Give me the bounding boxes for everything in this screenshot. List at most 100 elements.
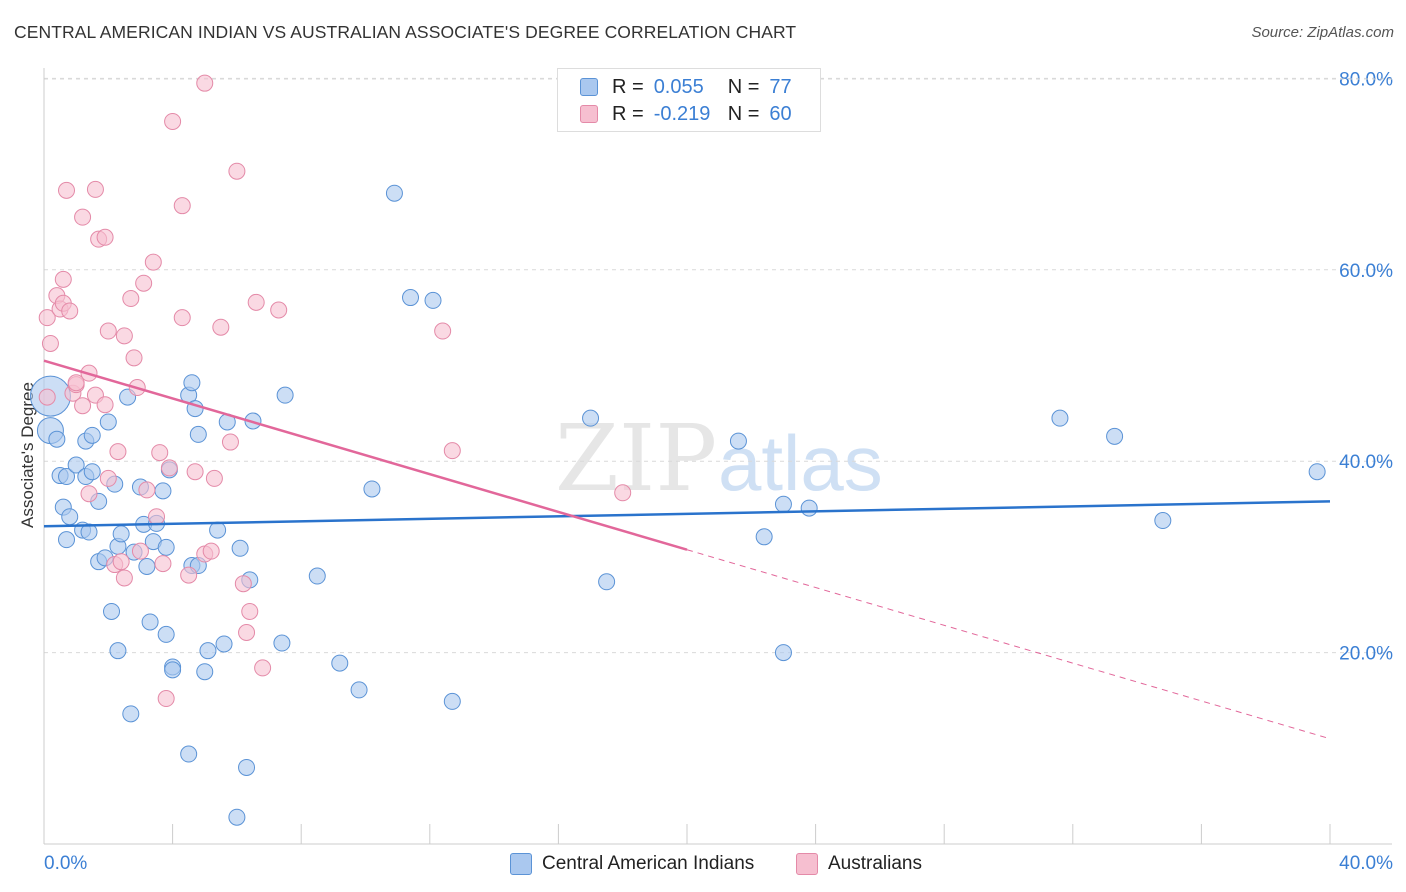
australian-point bbox=[109, 443, 127, 461]
watermark-atlas: atlas bbox=[718, 419, 883, 507]
australian-point bbox=[202, 542, 220, 560]
central-american-indian-point bbox=[180, 745, 198, 763]
watermark-zip: ZIP bbox=[555, 405, 717, 512]
australian-point bbox=[122, 290, 140, 308]
central-american-indian-point bbox=[331, 654, 349, 672]
central-american-indian-point bbox=[122, 705, 140, 723]
australian-point bbox=[247, 293, 265, 311]
australian-point bbox=[96, 228, 114, 246]
central-american-indian-point bbox=[189, 425, 207, 443]
central-american-indian-point bbox=[402, 289, 420, 307]
australian-point bbox=[241, 602, 259, 620]
australian-point bbox=[138, 481, 156, 499]
legend-swatch-blue bbox=[580, 78, 598, 96]
central-american-indian-point bbox=[61, 508, 79, 526]
australian-point bbox=[112, 553, 130, 571]
y-tick-label: 40.0% bbox=[1339, 452, 1393, 473]
stats-legend: R = 0.055 N = 77 R = -0.219 N = 60 bbox=[557, 68, 821, 132]
central-american-indian-point bbox=[67, 456, 85, 474]
central-american-indian-point bbox=[99, 413, 117, 431]
australian-point bbox=[205, 469, 223, 487]
australian-point bbox=[144, 253, 162, 271]
central-american-indian-point bbox=[154, 482, 172, 500]
central-american-indian-point bbox=[103, 602, 121, 620]
central-american-indian-point bbox=[774, 644, 792, 662]
legend-n-label: N = bbox=[727, 102, 760, 125]
central-american-indian-point bbox=[273, 634, 291, 652]
legend-n-label: N = bbox=[727, 75, 760, 98]
bottom-legend-swatch-blue bbox=[510, 853, 532, 875]
australian-point bbox=[148, 508, 166, 526]
australian-point bbox=[38, 388, 56, 406]
bottom-legend-central-american-indians: Central American Indians bbox=[510, 852, 754, 876]
legend-n-value: 77 bbox=[769, 75, 792, 98]
x-tick-label-max: 40.0% bbox=[1339, 853, 1393, 874]
legend-r-value: -0.219 bbox=[653, 102, 711, 125]
bottom-legend-label: Central American Indians bbox=[542, 853, 755, 874]
australian-point bbox=[254, 659, 272, 677]
central-american-indian-point bbox=[112, 525, 130, 543]
australian-point bbox=[221, 433, 239, 451]
y-tick-label: 80.0% bbox=[1339, 69, 1393, 90]
y-tick-label: 60.0% bbox=[1339, 261, 1393, 282]
chart-title: CENTRAL AMERICAN INDIAN VS AUSTRALIAN AS… bbox=[14, 22, 797, 42]
australian-point bbox=[238, 624, 256, 642]
legend-swatch-pink bbox=[580, 105, 598, 123]
source-credit: Source: ZipAtlas.com bbox=[1251, 24, 1394, 41]
central-american-indian-point bbox=[157, 625, 175, 643]
australian-point bbox=[443, 442, 461, 460]
x-tick-label-min: 0.0% bbox=[44, 853, 87, 874]
australian-point bbox=[212, 318, 230, 336]
central-american-indian-point bbox=[443, 692, 461, 710]
australian-point bbox=[434, 322, 452, 340]
australian-point bbox=[74, 208, 92, 226]
australian-point bbox=[86, 180, 104, 198]
central-american-indian-point bbox=[196, 663, 214, 681]
australian-point bbox=[74, 397, 92, 415]
australian-point bbox=[54, 270, 72, 288]
australian-point bbox=[67, 374, 85, 392]
bottom-legend-label: Australians bbox=[828, 853, 922, 874]
australian-point bbox=[115, 327, 133, 345]
central-american-indian-point bbox=[424, 291, 442, 309]
australian-point bbox=[270, 301, 288, 319]
central-american-indian-point bbox=[58, 468, 76, 486]
central-american-indian-point bbox=[109, 642, 127, 660]
central-american-indian-point bbox=[800, 499, 818, 517]
central-american-indian-point bbox=[598, 573, 616, 591]
australian-point bbox=[58, 181, 76, 199]
legend-r-value: 0.055 bbox=[653, 75, 704, 98]
central-american-indian-point bbox=[363, 480, 381, 498]
central-american-indian-point bbox=[183, 374, 201, 392]
central-american-indian-point bbox=[308, 567, 326, 585]
central-american-indian-point bbox=[231, 539, 249, 557]
central-american-indian-point bbox=[729, 432, 747, 450]
australian-point bbox=[154, 555, 172, 573]
australian-point bbox=[151, 444, 169, 462]
central-american-indian-point bbox=[58, 531, 76, 549]
central-american-indian-point bbox=[582, 409, 600, 427]
central-american-indian-point bbox=[157, 538, 175, 556]
central-american-indian-point bbox=[80, 523, 98, 541]
australian-point bbox=[135, 274, 153, 292]
central-american-indian-point bbox=[48, 430, 66, 448]
central-american-indian-point bbox=[774, 495, 792, 513]
central-american-indian-point bbox=[1106, 427, 1124, 445]
australian-point bbox=[131, 542, 149, 560]
central-american-indian-point bbox=[1154, 512, 1172, 530]
legend-n-value: 60 bbox=[769, 102, 792, 125]
australian-point bbox=[160, 459, 178, 477]
bottom-legend-australians: Australians bbox=[796, 852, 922, 876]
australian-point bbox=[115, 569, 133, 587]
australian-point bbox=[61, 302, 79, 320]
central-american-indian-point bbox=[755, 528, 773, 546]
australian-point bbox=[186, 463, 204, 481]
legend-r-label: R = bbox=[612, 102, 644, 125]
central-american-indian-point bbox=[238, 758, 256, 776]
trend-line-blue bbox=[43, 500, 1331, 528]
central-american-indian-point bbox=[1051, 409, 1069, 427]
australian-point bbox=[99, 322, 117, 340]
australian-point bbox=[157, 690, 175, 708]
central-american-indian-point bbox=[215, 635, 233, 653]
